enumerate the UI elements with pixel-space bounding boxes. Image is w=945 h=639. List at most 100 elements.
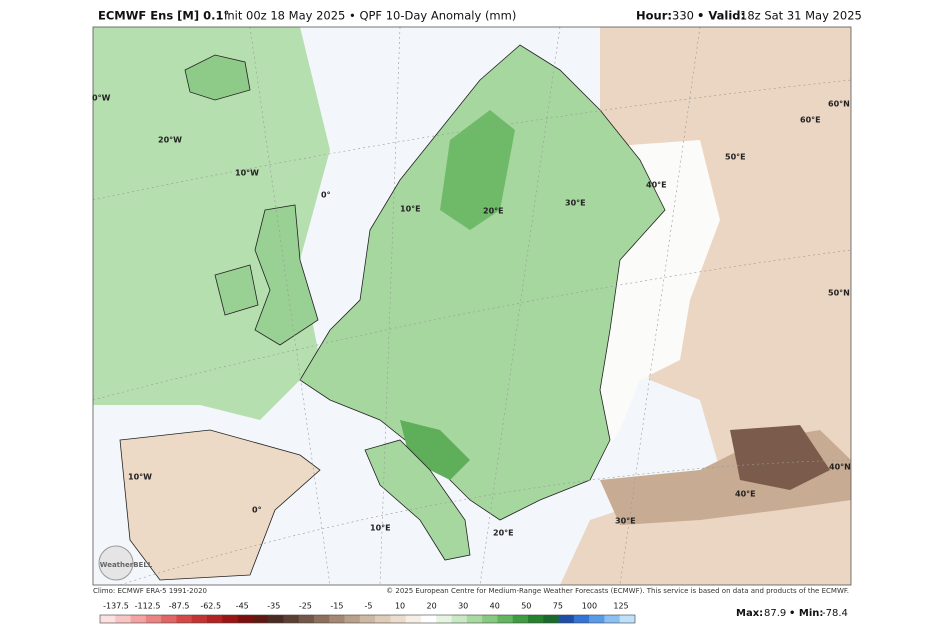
geo-label: 60°N	[828, 100, 850, 109]
colorbar-swatch	[497, 615, 514, 623]
colorbar-swatch	[237, 615, 254, 623]
iceland	[184, 54, 251, 101]
geo-label: 10°W	[235, 169, 259, 178]
colorbar-label: 20	[427, 602, 437, 611]
climo: Climo: ECMWF ERA-5 1991-2020	[93, 587, 207, 595]
colorbar-swatch	[359, 615, 376, 623]
colorbar-swatch	[604, 615, 621, 623]
land-wet	[299, 44, 666, 521]
colorbar-label: 10	[395, 602, 405, 611]
colorbar-label: 30	[458, 602, 468, 611]
geo-label: 10°W	[128, 473, 152, 482]
colorbar-swatch	[466, 615, 483, 623]
colorbar-swatch	[145, 615, 162, 623]
colorbar-label: -87.5	[169, 602, 190, 611]
land-dry-strong	[730, 425, 830, 490]
colorbar-swatch	[344, 615, 361, 623]
colorbar-swatch	[268, 615, 284, 623]
colorbar-label: -5	[365, 602, 373, 611]
colorbar-label: -15	[330, 602, 343, 611]
max-label: Max:	[736, 608, 763, 619]
colorbar-swatch	[161, 615, 177, 623]
colorbar-label: -25	[299, 602, 312, 611]
logo: WeatherBELL	[98, 545, 153, 581]
colorbar-swatch	[619, 615, 636, 623]
colorbar-swatch	[573, 615, 590, 623]
geo-label: 60°E	[800, 116, 821, 125]
geo-label: 10°E	[370, 524, 391, 533]
colorbar-swatch	[558, 615, 575, 623]
hour-label: Hour:	[636, 9, 672, 23]
geo-label: 50°N	[828, 289, 850, 298]
geo-label: 0°	[252, 506, 262, 515]
colorbar-label: -45	[236, 602, 249, 611]
colorbar-swatch	[207, 615, 223, 623]
geo-label: 0°W	[92, 94, 111, 103]
colorbar-label: -112.5	[135, 602, 161, 611]
wet-core	[400, 420, 470, 480]
colorbar-swatch	[191, 615, 208, 623]
colorbar-swatch	[451, 615, 468, 623]
ireland	[214, 264, 259, 316]
colorbar-swatch	[222, 615, 238, 623]
geo-label: 50°E	[725, 153, 746, 162]
colorbar-label: 125	[613, 602, 628, 611]
geo-label: 30°E	[565, 199, 586, 208]
min-value: -78.4	[822, 608, 848, 619]
valid: 18z Sat 31 May 2025	[740, 9, 862, 23]
copyright: © 2025 European Centre for Medium-Range …	[386, 587, 849, 595]
britain	[254, 204, 319, 346]
colorbar-label: -137.5	[103, 602, 129, 611]
colorbar-label: -35	[267, 602, 280, 611]
colorbar: -137.5 -112.5 -87.5 -62.5 -45 -35 -25 -15 -5 10 20…	[99, 602, 636, 624]
colorbar-label: 50	[521, 602, 531, 611]
iberia	[119, 429, 321, 581]
colorbar-swatch	[589, 615, 605, 623]
geo-label: 40°E	[646, 181, 667, 190]
colorbar-swatch	[436, 615, 452, 623]
wet-core	[440, 110, 515, 230]
geo-label: 10°E	[400, 205, 421, 214]
colorbar-swatch	[130, 615, 147, 623]
min-label: • Min:	[789, 608, 823, 619]
map-frame	[92, 26, 852, 586]
colorbar-swatch	[314, 615, 330, 623]
colorbar-swatch	[528, 615, 544, 623]
logo-text: WeatherBELL	[100, 561, 153, 569]
italy	[364, 439, 471, 561]
colorbar-swatch	[482, 615, 498, 623]
geo-label: 20°E	[493, 529, 514, 538]
geo-label: 40°N	[829, 463, 851, 472]
geo-label: 20°W	[158, 136, 182, 145]
colorbar-swatch	[405, 615, 422, 623]
colorbar-swatch	[512, 615, 529, 623]
colorbar-swatch	[329, 615, 345, 623]
subtitle: Init 00z 18 May 2025 • QPF 10-Day Anomal…	[224, 9, 516, 23]
geo-label: 30°E	[615, 517, 636, 526]
colorbar-swatch	[298, 615, 315, 623]
geo-labels: 0°W 20°W 10°W 0° 10°E 20°E 30°E 40°E 50°E 60°E 60°…	[92, 94, 851, 538]
colorbar-frame	[99, 614, 636, 624]
geo-label: 20°E	[483, 207, 504, 216]
colorbar-swatch	[543, 615, 559, 623]
graticule	[93, 27, 851, 585]
geo-label: 0°	[321, 191, 331, 200]
colorbar-swatch	[100, 615, 116, 623]
valid-label: • Valid:	[697, 9, 745, 23]
colorbar-swatch	[421, 615, 437, 623]
colorbar-label: -62.5	[200, 602, 221, 611]
colorbar-swatch	[176, 615, 193, 623]
geo-label: 40°E	[735, 490, 756, 499]
colorbar-swatch	[115, 615, 131, 623]
colorbar-swatch	[375, 615, 391, 623]
hour: 330	[672, 9, 694, 23]
colorbar-swatch	[283, 615, 300, 623]
max-value: 87.9	[764, 608, 786, 619]
colorbar-label: 75	[553, 602, 563, 611]
colorbar-swatch	[390, 615, 407, 623]
colorbar-label: 40	[490, 602, 500, 611]
model-title: ECMWF Ens [M] 0.1°	[98, 9, 229, 23]
colorbar-label: 100	[582, 602, 597, 611]
map: 0°W 20°W 10°W 0° 10°E 20°E 30°E 40°E 50°E 60°E 60°…	[92, 26, 852, 586]
